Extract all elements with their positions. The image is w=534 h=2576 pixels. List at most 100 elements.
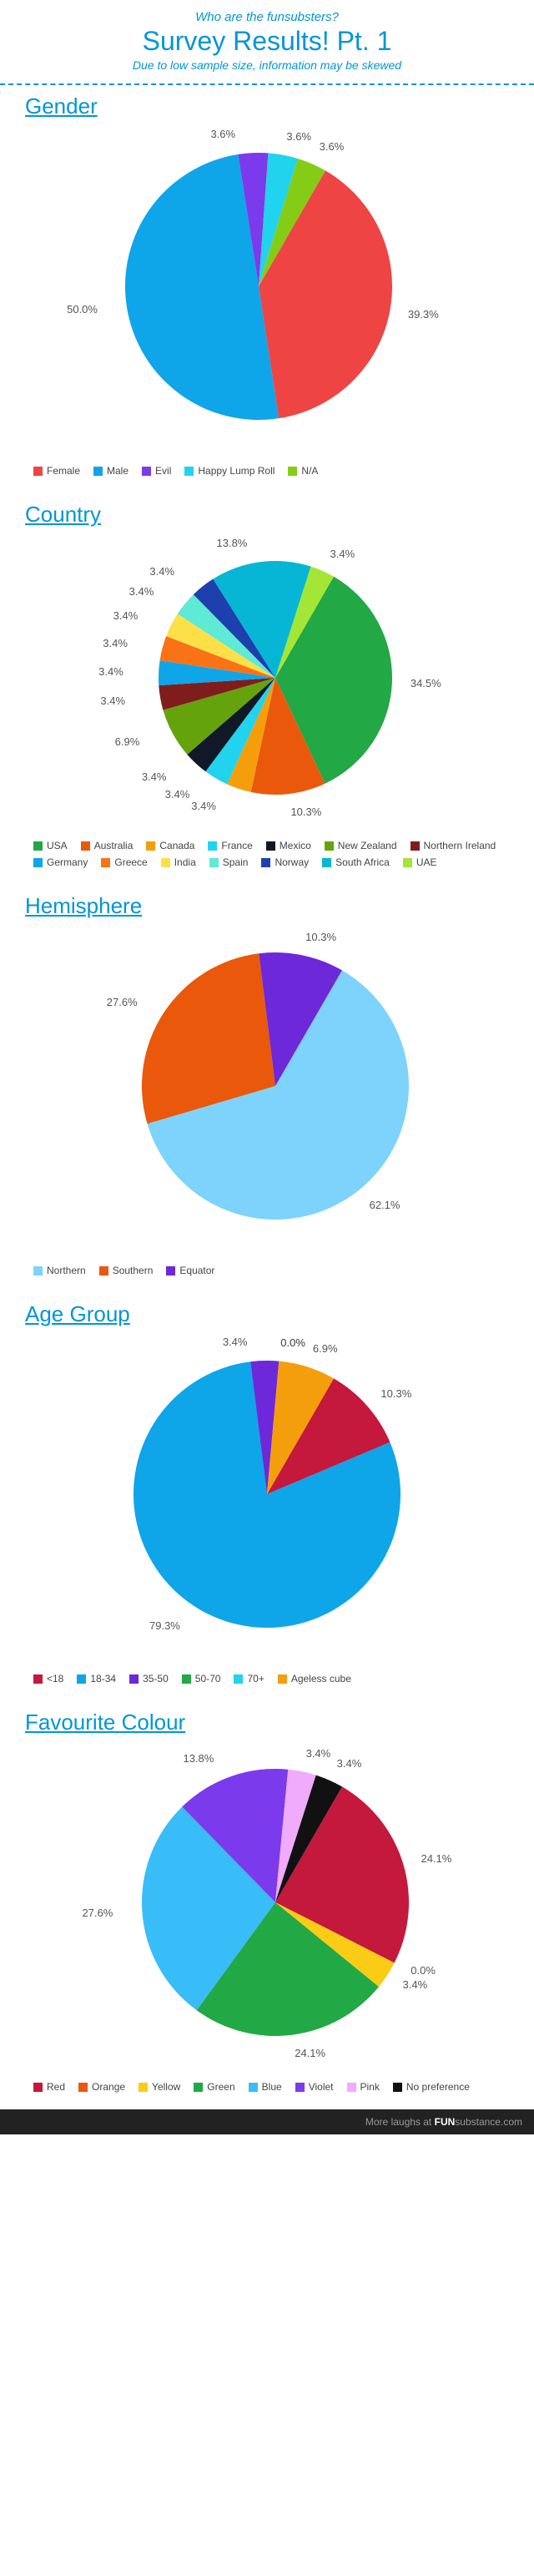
legend-item: Equator (166, 1265, 214, 1276)
chart-section: Age Group10.3%79.3%3.4%0.0%0.0%6.9%<1818… (0, 1293, 534, 1701)
legend-swatch (139, 2083, 148, 2092)
legend-item: New Zealand (325, 840, 397, 851)
legend-item: Orange (78, 2081, 125, 2093)
legend-swatch (261, 858, 270, 867)
legend-label: Ageless cube (291, 1673, 351, 1685)
legend-item: <18 (33, 1673, 63, 1685)
chart-section: Favourite Colour24.1%0.0%3.4%24.1%27.6%1… (0, 1701, 534, 2109)
chart-wrap: 62.1%27.6%10.3% (25, 927, 492, 1253)
legend-swatch (129, 1674, 139, 1684)
header-subtitle-top: Who are the funsubsters? (17, 10, 517, 24)
slice-label: 3.4% (403, 1978, 428, 1991)
legend-item: Pink (347, 2081, 380, 2093)
legend-swatch (33, 1674, 43, 1684)
legend: <18 18-34 35-50 50-70 70+ Ageless cube (25, 1661, 509, 1685)
legend-item: No preference (393, 2081, 470, 2093)
slice-label: 3.4% (129, 585, 154, 598)
chart-section: Hemisphere62.1%27.6%10.3%NorthernSouther… (0, 885, 534, 1293)
legend-swatch (208, 841, 217, 851)
slice-label: 3.4% (100, 695, 125, 707)
legend-item: France (208, 840, 252, 851)
legend-item: Greece (101, 856, 147, 868)
legend-label: 70+ (247, 1673, 264, 1685)
slice-label: 62.1% (370, 1199, 400, 1211)
legend-label: Northern (47, 1265, 86, 1276)
legend-item: Red (33, 2081, 65, 2093)
legend-label: Greece (114, 856, 147, 868)
legend-swatch (33, 2083, 43, 2092)
legend-item: Australia (81, 840, 134, 851)
legend-label: Germany (47, 856, 88, 868)
slice-label: 3.4% (98, 665, 123, 678)
slice-label: 3.4% (113, 609, 139, 622)
legend-label: New Zealand (338, 840, 397, 851)
legend-label: Blue (262, 2081, 282, 2093)
legend: RedOrangeYellowGreenBlueVioletPinkNo pre… (25, 2069, 509, 2093)
legend-item: Northern (33, 1265, 86, 1276)
slice-label: 0.0% (411, 1964, 436, 1977)
slice-label: 3.4% (149, 565, 174, 578)
legend-swatch (146, 841, 155, 851)
slice-label: 3.4% (330, 548, 355, 560)
header: Who are the funsubsters? Survey Results!… (0, 0, 534, 78)
slice-label: 3.4% (191, 800, 216, 812)
legend-label: Female (47, 465, 80, 477)
legend-label: South Africa (335, 856, 390, 868)
chart-wrap: 34.5%10.3%3.4%3.4%3.4%6.9%3.4%3.4%3.4%3.… (25, 536, 492, 828)
slice-label: 10.3% (305, 931, 336, 943)
slice-label: 3.4% (337, 1757, 362, 1770)
legend-item: Norway (261, 856, 309, 868)
section-title: Gender (25, 93, 509, 119)
section-title: Country (25, 502, 509, 528)
legend-item: Happy Lump Roll (184, 465, 275, 477)
legend-swatch (322, 858, 331, 867)
legend-swatch (411, 841, 420, 851)
legend-item: Ageless cube (278, 1673, 351, 1685)
legend-swatch (266, 841, 275, 851)
legend: USA Australia Canada France Mexico New Zealan… (25, 828, 509, 868)
legend-label: Male (107, 465, 128, 477)
slice-label: 24.1% (421, 1852, 451, 1865)
legend-label: 35-50 (143, 1673, 169, 1685)
chart-section: Gender39.3%50.0%3.6%3.6%3.6%FemaleMaleEv… (0, 85, 534, 493)
legend-item: Germany (33, 856, 88, 868)
legend-item: Female (33, 465, 80, 477)
slice-label: 10.3% (380, 1387, 411, 1400)
legend-item: 35-50 (129, 1673, 169, 1685)
slice-label: 3.6% (210, 128, 235, 140)
footer-prefix: More laughs at (365, 2116, 435, 2128)
legend: FemaleMaleEvilHappy Lump RollN/A (25, 453, 509, 477)
slice-label: 3.4% (306, 1747, 331, 1760)
legend-item: Mexico (266, 840, 311, 851)
legend-swatch (142, 467, 151, 476)
legend-swatch (403, 858, 412, 867)
chart-section: Country 34.5%10.3%3.4%3.4%3.4%6.9%3.4%3.4… (0, 493, 534, 885)
slice-label: 39.3% (408, 308, 439, 321)
slice-label: 3.4% (142, 770, 167, 783)
legend-label: Spain (223, 856, 249, 868)
slice-label: 34.5% (411, 677, 441, 689)
legend-label: Northern Ireland (424, 840, 496, 851)
footer-brand-bold: FUN (435, 2116, 456, 2128)
legend-label: <18 (47, 1673, 63, 1685)
legend-label: Orange (92, 2081, 125, 2093)
legend-item: Canada (146, 840, 194, 851)
legend-item: India (161, 856, 196, 868)
legend-item: Northern Ireland (411, 840, 496, 851)
section-title: Age Group (25, 1301, 509, 1327)
legend-label: Yellow (152, 2081, 180, 2093)
legend: Northern Southern Equator (25, 1253, 509, 1276)
legend-item: Violet (295, 2081, 334, 2093)
legend-label: USA (47, 840, 68, 851)
legend-swatch (81, 841, 90, 851)
legend-label: 18-34 (90, 1673, 116, 1685)
legend-label: N/A (301, 465, 318, 477)
legend-label: UAE (416, 856, 437, 868)
legend-item: UAE (403, 856, 437, 868)
legend-label: 50-70 (195, 1673, 221, 1685)
legend-swatch (161, 858, 170, 867)
slice-label: 3.4% (165, 788, 190, 801)
legend-label: Violet (309, 2081, 334, 2093)
legend-label: Mexico (280, 840, 311, 851)
legend-label: Southern (113, 1265, 154, 1276)
